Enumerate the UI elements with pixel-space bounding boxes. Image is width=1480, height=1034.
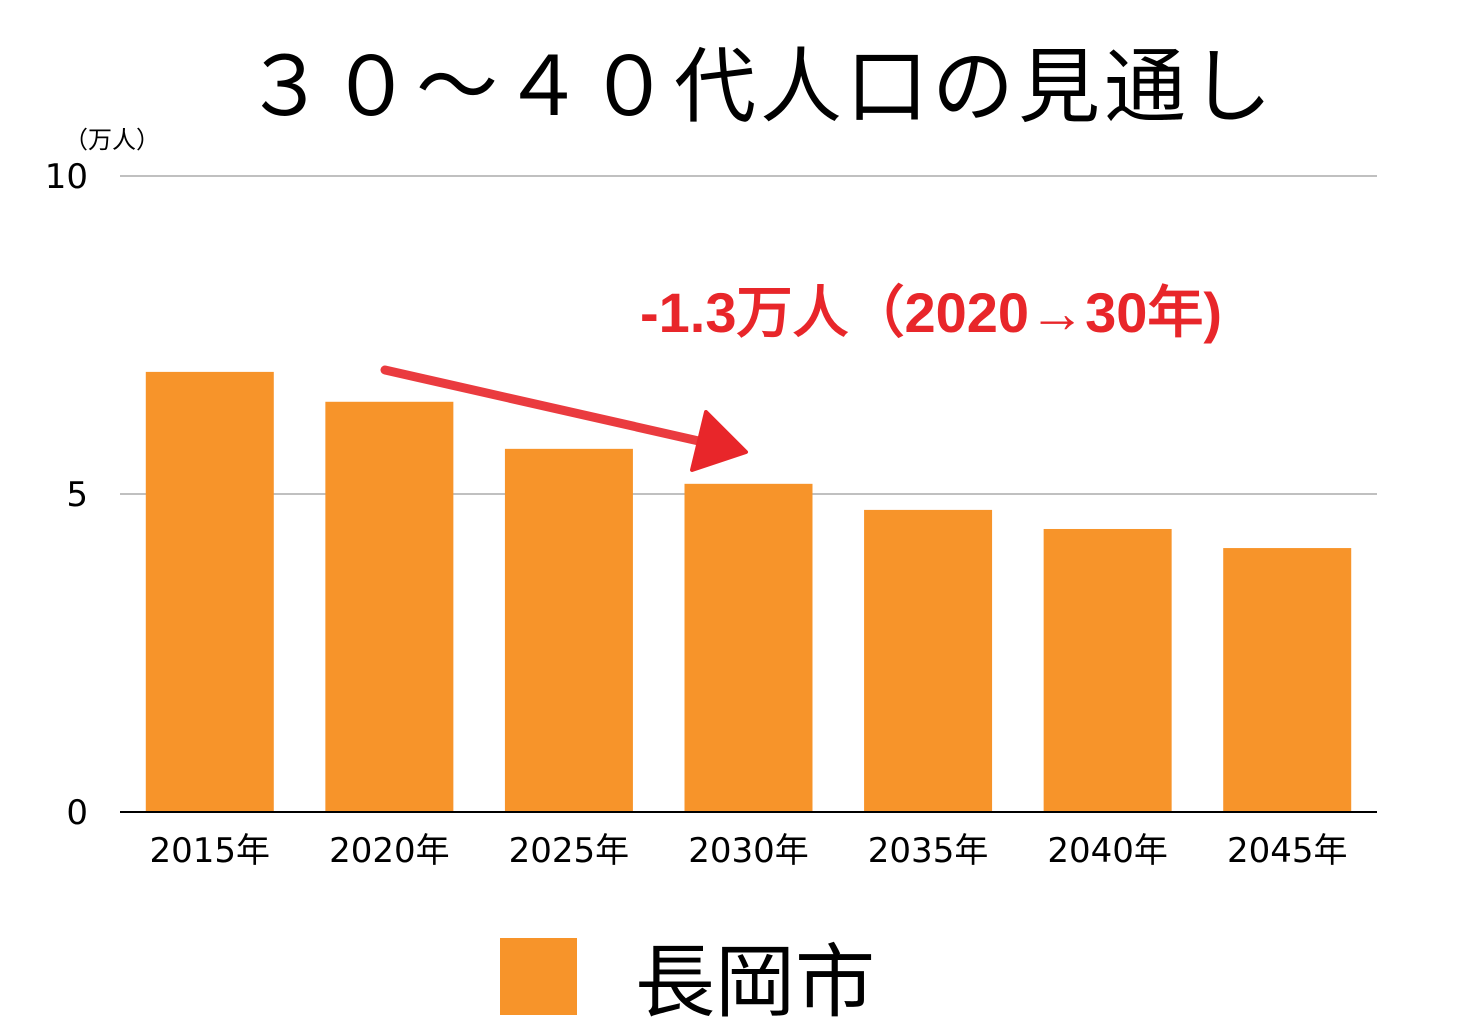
x-tick-label: 2015年 xyxy=(150,831,271,871)
legend-label: 長岡市 xyxy=(635,936,875,1029)
trend-arrow-head xyxy=(690,410,748,472)
x-tick-label: 2020年 xyxy=(329,831,450,871)
x-tick-label: 2030年 xyxy=(688,831,809,871)
bar xyxy=(1043,528,1172,812)
legend: 長岡市 xyxy=(500,918,875,1034)
bar xyxy=(504,448,633,812)
legend-swatch xyxy=(500,937,577,1015)
x-tick-label: 2040年 xyxy=(1047,831,1168,871)
bar xyxy=(864,509,993,812)
bar xyxy=(1223,548,1352,812)
bar xyxy=(145,371,274,812)
y-tick-label: 0 xyxy=(66,793,88,833)
x-tick-label: 2045年 xyxy=(1227,831,1348,871)
y-tick-label: 10 xyxy=(45,157,88,197)
x-tick-label: 2025年 xyxy=(509,831,630,871)
change-annotation: -1.3万人（2020→30年) xyxy=(640,281,1223,344)
y-axis-unit: （万人） xyxy=(64,126,160,154)
x-tick-label: 2035年 xyxy=(868,831,989,871)
bar xyxy=(325,401,454,812)
y-tick-label: 5 xyxy=(66,475,88,515)
bar xyxy=(684,483,813,812)
trend-arrow-shaft xyxy=(380,365,717,449)
chart-title: ３０～４０代人口の見通し xyxy=(243,40,1276,135)
